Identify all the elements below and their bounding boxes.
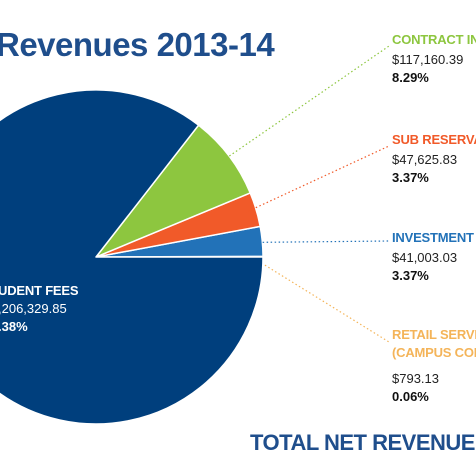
leader-line-sub-reservations	[244, 145, 390, 214]
slice-amount-investment-income: $41,003.03	[392, 250, 458, 265]
leader-line-contract-income	[219, 45, 390, 164]
slice-percent-investment-income: 3.37%	[392, 268, 429, 283]
slice-percent-retail-services: 0.06%	[392, 389, 429, 404]
chart-title: Revenues 2013-14	[0, 26, 275, 63]
callout-contract-income: CONTRACT INC $117,160.39 8.29%	[392, 31, 476, 87]
leader-line-investment-income	[250, 240, 390, 244]
callout-investment-income: INVESTMENT I $41,003.03 3.37%	[392, 229, 476, 285]
slice-label-sub-reservations: SUB RESERVAT	[392, 132, 476, 147]
slice-amount-contract-income: $117,160.39	[392, 52, 464, 67]
slice-percent-sub-reservations: 3.37%	[392, 170, 429, 185]
callout-student-fees: UDENT FEES ,206,329.85 .38%	[0, 282, 138, 336]
total-label: TOTAL NET REVENUE	[250, 430, 475, 455]
slice-label-contract-income: CONTRACT INC	[392, 32, 476, 47]
slice-amount-student-fees: ,206,329.85	[0, 301, 67, 316]
slice-label-retail-services: RETAIL SERVIC	[392, 327, 476, 342]
callout-sub-reservations: SUB RESERVAT $47,625.83 3.37%	[392, 131, 476, 187]
total-net-revenue: TOTAL NET REVENUE $	[250, 430, 476, 456]
callout-retail-services: RETAIL SERVIC (CAMPUS COPY $793.13 0.06%	[392, 326, 476, 406]
slice-label-investment-income: INVESTMENT I	[392, 230, 476, 245]
slice-amount-retail-services: $793.13	[392, 371, 439, 386]
pie-slice-student-fees	[0, 89, 264, 425]
slice-label-retail-services-line2: (CAMPUS COPY	[392, 345, 476, 360]
slice-percent-student-fees: .38%	[0, 319, 28, 334]
slice-label-student-fees: UDENT FEES	[0, 283, 79, 298]
slice-percent-contract-income: 8.29%	[392, 70, 429, 85]
slice-amount-sub-reservations: $47,625.83	[392, 152, 458, 167]
leader-line-retail-services	[250, 256, 390, 343]
